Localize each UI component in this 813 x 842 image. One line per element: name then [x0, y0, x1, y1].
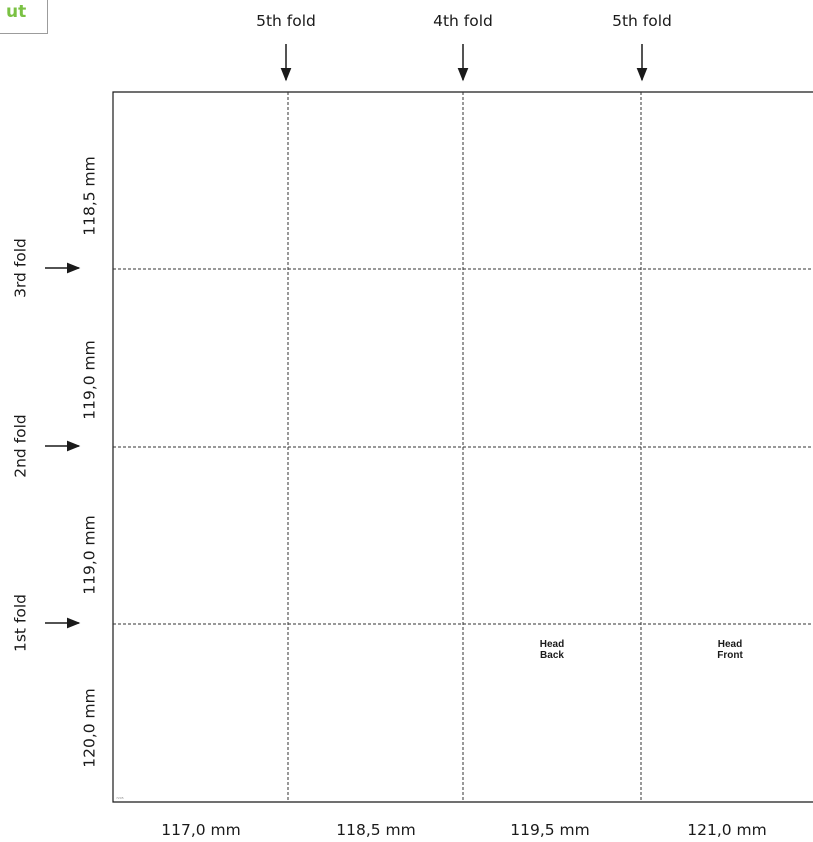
- row-height-label: 120,0 mm: [80, 688, 99, 768]
- corner-badge: ut: [0, 0, 48, 34]
- corner-badge-text: ut: [6, 2, 27, 22]
- sheet-code: 7205: [116, 796, 124, 800]
- panel-label-head-back: Head Back: [540, 639, 564, 661]
- column-width-label: 119,5 mm: [510, 821, 590, 839]
- top-fold-label: 5th fold: [256, 12, 316, 30]
- column-width-label: 118,5 mm: [336, 821, 416, 839]
- column-width-label: 117,0 mm: [161, 821, 241, 839]
- row-height-label: 119,0 mm: [80, 340, 99, 420]
- top-fold-label: 4th fold: [433, 12, 493, 30]
- panel-label-line: Front: [717, 650, 743, 661]
- panel-label-line: Back: [540, 650, 564, 661]
- panel-label-line: Head: [539, 639, 565, 650]
- side-fold-label: 3rd fold: [11, 238, 30, 298]
- panel-label-head-front: Head Front: [717, 639, 743, 661]
- top-fold-label: 5th fold: [612, 12, 672, 30]
- column-width-label: 121,0 mm: [687, 821, 767, 839]
- row-height-label: 119,0 mm: [80, 515, 99, 595]
- row-height-label: 118,5 mm: [80, 156, 99, 236]
- side-fold-label: 1st fold: [11, 593, 30, 653]
- panel-label-line: Head: [717, 639, 743, 650]
- side-fold-label: 2nd fold: [11, 414, 30, 478]
